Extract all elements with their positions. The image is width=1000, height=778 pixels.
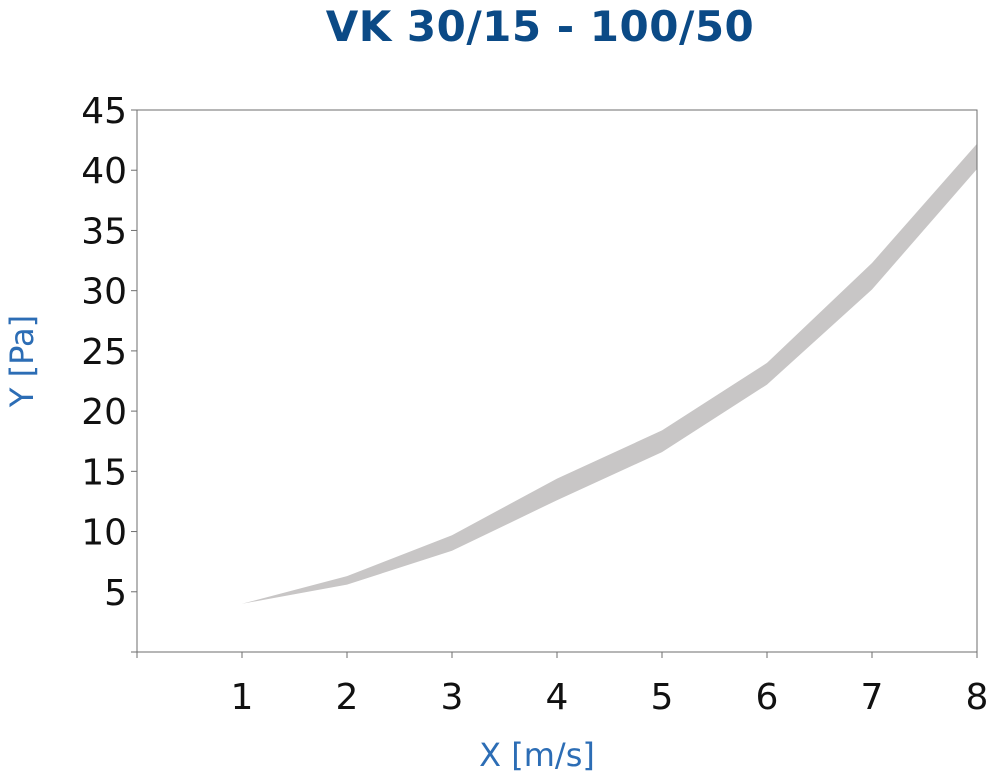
y-tick-label: 15 (81, 452, 127, 493)
y-tick-label: 45 (81, 91, 127, 132)
x-tick-label: 3 (441, 677, 464, 718)
y-tick-label: 20 (81, 392, 127, 433)
y-tick-layer: 5 10 15 20 25 30 35 40 45 (81, 91, 137, 653)
plot-frame (136, 109, 978, 653)
x-tick-label: 2 (336, 677, 359, 718)
y-tick-label: 40 (81, 151, 127, 192)
x-tick-label: 8 (966, 677, 989, 718)
y-tick-label: 25 (81, 332, 127, 373)
y-tick-label: 5 (104, 573, 127, 614)
y-tick-label: 30 (81, 272, 127, 313)
x-tick-label: 6 (756, 677, 779, 718)
x-tick-label: 7 (861, 677, 884, 718)
x-tick-layer: 1 2 3 4 5 6 7 8 (136, 652, 989, 718)
y-tick-label: 35 (81, 211, 127, 252)
x-tick-label: 5 (651, 677, 674, 718)
x-tick-label: 4 (546, 677, 569, 718)
x-axis-label: X [m/s] (479, 736, 595, 774)
x-tick-label: 1 (231, 677, 254, 718)
data-band-0 (242, 143, 977, 604)
y-tick-label: 10 (81, 513, 127, 554)
y-axis-label: Y [Pa] (3, 315, 41, 408)
chart-title: VK 30/15 - 100/50 (325, 2, 755, 51)
data-band-layer (242, 143, 977, 604)
